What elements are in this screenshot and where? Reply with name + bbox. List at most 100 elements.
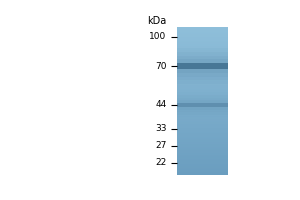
Bar: [177, 108, 228, 110]
Bar: [177, 121, 228, 122]
Bar: [177, 165, 228, 166]
Bar: [177, 47, 228, 48]
Bar: [177, 46, 228, 47]
Bar: [177, 153, 228, 154]
Bar: [177, 27, 228, 28]
Bar: [177, 95, 228, 96]
Bar: [177, 158, 228, 159]
Bar: [177, 103, 228, 105]
Bar: [177, 87, 228, 89]
Bar: [177, 32, 228, 33]
Bar: [177, 75, 228, 76]
Bar: [177, 91, 228, 92]
Bar: [177, 33, 228, 34]
Bar: [177, 106, 228, 107]
Text: 44: 44: [155, 100, 167, 109]
Bar: [177, 30, 228, 31]
Bar: [177, 71, 228, 73]
Bar: [177, 134, 228, 135]
Bar: [177, 49, 228, 50]
Bar: [177, 52, 228, 53]
Bar: [177, 135, 228, 137]
Text: 100: 100: [149, 32, 167, 41]
Bar: [177, 78, 228, 79]
Bar: [177, 118, 228, 119]
Bar: [177, 89, 228, 90]
Bar: [177, 63, 228, 64]
Bar: [177, 62, 228, 63]
Bar: [177, 148, 228, 149]
Bar: [177, 94, 228, 95]
Bar: [177, 138, 228, 139]
Text: 33: 33: [155, 124, 166, 133]
Text: kDa: kDa: [147, 16, 167, 26]
Bar: [177, 103, 228, 107]
Bar: [177, 65, 228, 67]
Bar: [177, 144, 228, 145]
Bar: [177, 59, 228, 60]
Bar: [177, 164, 228, 165]
Bar: [177, 122, 228, 123]
Bar: [177, 85, 228, 86]
Bar: [177, 149, 228, 150]
Bar: [177, 124, 228, 126]
Bar: [177, 92, 228, 94]
Bar: [177, 43, 228, 44]
Bar: [177, 55, 228, 57]
Bar: [177, 128, 228, 129]
Bar: [177, 152, 228, 153]
Bar: [177, 102, 228, 103]
Bar: [177, 119, 228, 121]
Bar: [177, 44, 228, 46]
Bar: [177, 84, 228, 85]
Bar: [177, 166, 228, 168]
Bar: [177, 68, 228, 69]
Bar: [177, 58, 228, 59]
Bar: [177, 117, 228, 118]
Bar: [177, 48, 228, 49]
Bar: [177, 171, 228, 172]
Bar: [177, 50, 228, 52]
Bar: [177, 161, 228, 163]
Text: 27: 27: [155, 141, 166, 150]
Bar: [177, 133, 228, 134]
Bar: [177, 54, 228, 55]
Bar: [177, 159, 228, 160]
Bar: [177, 145, 228, 147]
Bar: [177, 111, 228, 112]
Bar: [177, 90, 228, 91]
Bar: [177, 97, 228, 99]
Bar: [177, 39, 228, 41]
Bar: [177, 115, 228, 116]
Bar: [177, 74, 228, 75]
Bar: [177, 127, 228, 128]
Bar: [177, 37, 228, 38]
Bar: [177, 112, 228, 113]
Bar: [177, 100, 228, 101]
Bar: [177, 79, 228, 80]
Bar: [177, 67, 228, 68]
Bar: [177, 59, 228, 73]
Bar: [177, 101, 228, 102]
Bar: [177, 169, 228, 170]
Bar: [177, 132, 228, 133]
Text: 70: 70: [155, 62, 166, 71]
Bar: [177, 80, 228, 81]
Bar: [177, 76, 228, 78]
Bar: [177, 83, 228, 84]
Bar: [177, 28, 228, 30]
Bar: [177, 60, 228, 62]
Bar: [177, 38, 228, 39]
Bar: [177, 86, 228, 87]
Bar: [177, 129, 228, 131]
Bar: [177, 150, 228, 152]
Bar: [177, 36, 228, 37]
Bar: [177, 163, 228, 164]
Bar: [177, 105, 228, 106]
Bar: [177, 140, 228, 142]
Bar: [177, 57, 228, 58]
Bar: [177, 155, 228, 156]
Bar: [177, 34, 228, 36]
Bar: [177, 73, 228, 74]
Bar: [177, 31, 228, 32]
